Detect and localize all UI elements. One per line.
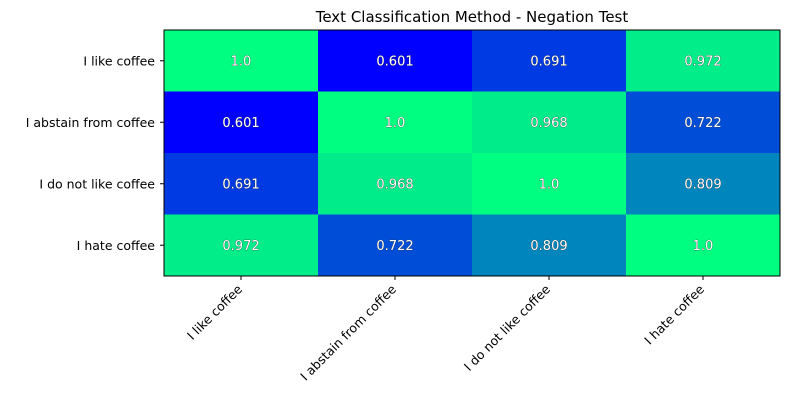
heatmap-cell xyxy=(164,214,318,276)
heatmap-cells xyxy=(164,30,780,276)
cell-value-label: 0.972 xyxy=(222,239,259,254)
cell-value-label: 0.722 xyxy=(376,239,413,254)
cell-value-label: 1.0 xyxy=(539,177,560,192)
chart-title: Text Classification Method - Negation Te… xyxy=(315,8,629,26)
heatmap-cell xyxy=(164,91,318,153)
y-tick-label: I do not like coffee xyxy=(39,176,155,191)
cell-value-label: 1.0 xyxy=(693,239,714,254)
cell-value-label: 0.691 xyxy=(222,177,259,192)
heatmap-cell xyxy=(626,91,780,153)
heatmap-cell xyxy=(472,153,626,215)
heatmap-cell xyxy=(626,214,780,276)
heatmap-cell xyxy=(472,30,626,92)
cell-value-label: 0.968 xyxy=(376,177,413,192)
heatmap-cell xyxy=(164,153,318,215)
heatmap-cell xyxy=(626,30,780,92)
y-tick-label: I hate coffee xyxy=(77,238,156,253)
cell-value-label: 0.601 xyxy=(376,54,413,69)
x-tick-label: I abstain from coffee xyxy=(297,281,399,383)
y-axis-ticks: I like coffee I abstain from coffee I do n… xyxy=(26,53,164,253)
cell-value-label: 0.968 xyxy=(530,116,567,131)
cell-value-label: 0.972 xyxy=(684,54,721,69)
x-axis-ticks: I like coffee I abstain from coffee I do n… xyxy=(184,276,707,384)
heatmap-cell-labels: 1.0 0.601 0.691 0.972 0.601 1.0 0.968 0.722 0.69… xyxy=(222,54,722,254)
x-tick-label: I hate coffee xyxy=(641,281,707,347)
cell-value-label: 0.809 xyxy=(530,239,567,254)
y-tick-label: I like coffee xyxy=(83,53,155,68)
heatmap-cell xyxy=(318,30,472,92)
heatmap-cell xyxy=(472,214,626,276)
heatmap-cell xyxy=(472,91,626,153)
cell-value-label: 1.0 xyxy=(385,116,406,131)
cell-value-label: 0.601 xyxy=(222,116,259,131)
cell-value-label: 0.809 xyxy=(684,177,721,192)
plot-frame xyxy=(163,29,781,277)
cell-value-label: 0.722 xyxy=(684,116,721,131)
x-tick-label: I like coffee xyxy=(184,281,245,342)
y-tick-label: I abstain from coffee xyxy=(26,115,156,130)
heatmap-cell xyxy=(318,91,472,153)
x-tick-label: I do not like coffee xyxy=(461,281,554,374)
heatmap-cell xyxy=(318,153,472,215)
cell-value-label: 0.691 xyxy=(530,54,567,69)
heatmap-cell xyxy=(626,153,780,215)
heatmap-cell xyxy=(164,30,318,92)
cell-value-label: 1.0 xyxy=(231,54,252,69)
heatmap-cell xyxy=(318,214,472,276)
